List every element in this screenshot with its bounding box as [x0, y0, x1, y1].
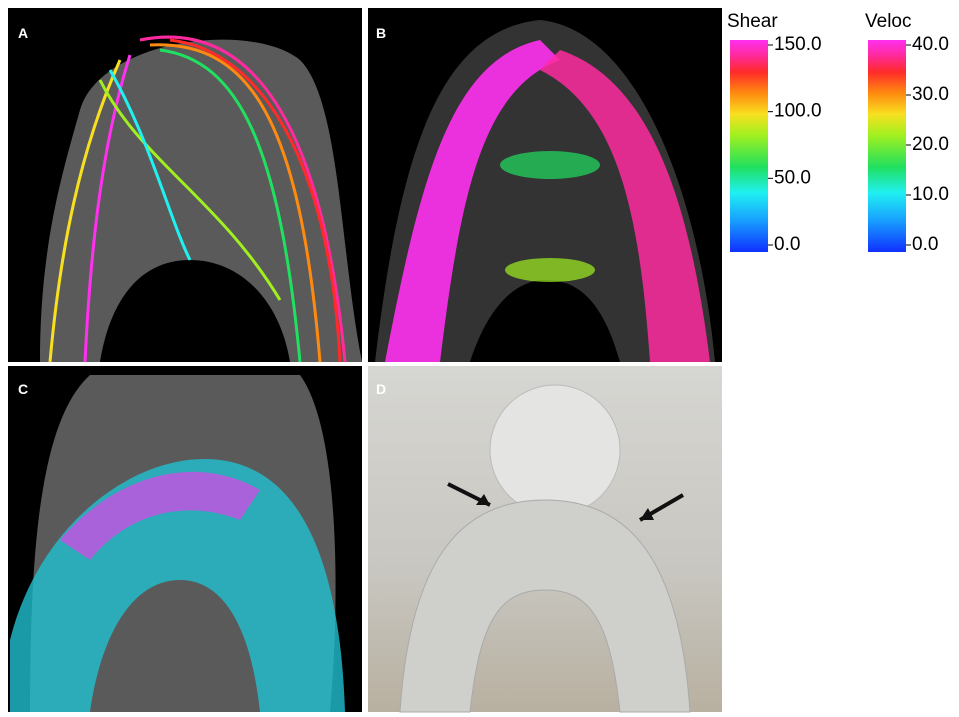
colorbar-tick-label: 10.0 — [912, 184, 949, 205]
colorbar-tick-label: 30.0 — [912, 84, 949, 105]
colorbar-tick-label: 100.0 — [774, 101, 822, 122]
colorbar-title: Veloc — [865, 11, 911, 32]
colorbar-tick-label: 0.0 — [774, 234, 800, 255]
panel-label: C — [18, 381, 28, 397]
panel-b — [368, 8, 722, 362]
colorbar-tick-label: 40.0 — [912, 34, 949, 55]
colorbar-tick-label: 0.0 — [912, 234, 938, 255]
panel-label: A — [18, 25, 28, 41]
panel-label: D — [376, 381, 386, 397]
panel-d — [368, 366, 722, 712]
colorbar-tick-label: 150.0 — [774, 34, 822, 55]
colorbar — [868, 40, 906, 252]
panel-label: B — [376, 25, 386, 41]
panel-c — [8, 366, 362, 712]
colorbar — [730, 40, 768, 252]
colorbar-tick-label: 50.0 — [774, 167, 811, 188]
colorbar-title: Shear — [727, 11, 778, 32]
colorbar-tick-label: 20.0 — [912, 134, 949, 155]
panel-a — [8, 8, 362, 362]
figure: A B C D Shear150.0 100.0 50.0 0.0 Veloc40.0 3… — [0, 0, 959, 717]
